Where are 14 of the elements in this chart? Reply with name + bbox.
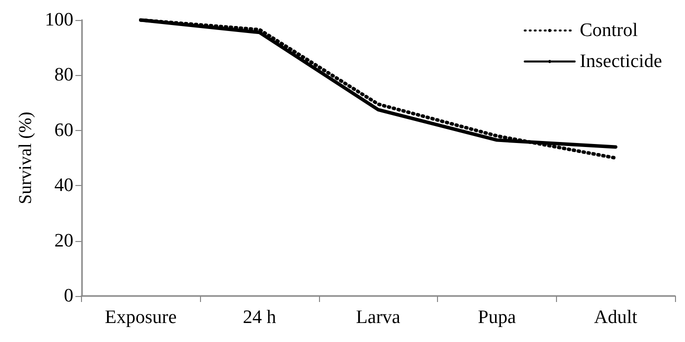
legend-label: Insecticide bbox=[580, 51, 662, 72]
legend-label: Control bbox=[580, 20, 638, 41]
x-tick-label: Adult bbox=[594, 307, 638, 328]
y-axis-title: Survival (%) bbox=[15, 112, 35, 204]
y-tick-label: 100 bbox=[44, 10, 74, 30]
y-tick-label: 80 bbox=[54, 64, 74, 86]
y-tick-label: 0 bbox=[64, 286, 74, 306]
y-tick-label: 20 bbox=[54, 230, 74, 252]
x-tick-label: Larva bbox=[356, 307, 401, 328]
y-tick-label: 40 bbox=[54, 175, 74, 196]
x-tick-label: Pupa bbox=[478, 307, 516, 328]
x-tick-label: Exposure bbox=[104, 307, 177, 328]
y-tick-label: 60 bbox=[54, 120, 74, 141]
x-tick-label: 24 h bbox=[242, 307, 277, 328]
